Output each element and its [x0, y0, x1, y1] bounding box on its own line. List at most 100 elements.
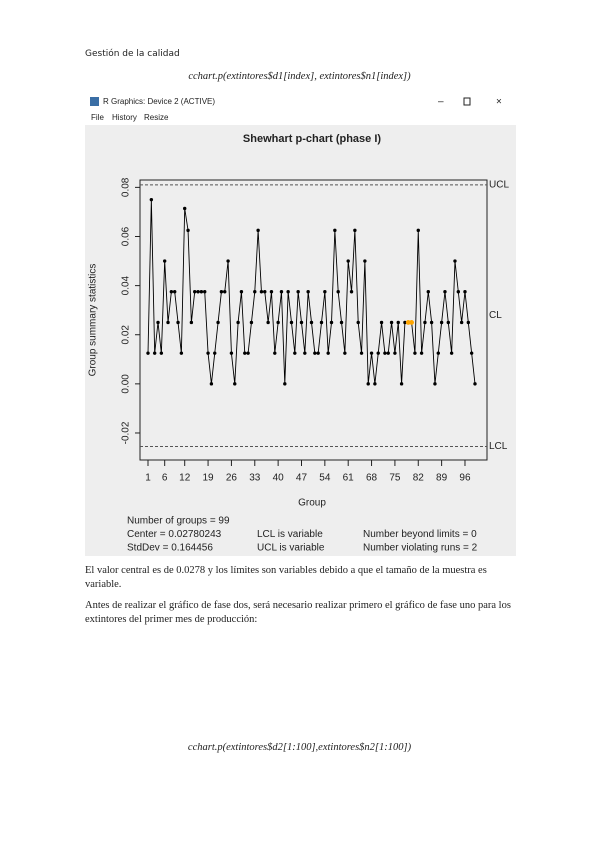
data-point — [343, 351, 347, 355]
data-point — [206, 351, 210, 355]
menu-item[interactable]: File — [91, 113, 104, 122]
data-point — [156, 320, 160, 325]
x-tick-label: 89 — [436, 473, 448, 484]
data-point — [283, 382, 287, 386]
data-point — [299, 320, 304, 325]
x-tick-label: 68 — [366, 473, 378, 484]
data-point — [216, 320, 220, 325]
data-point — [243, 351, 247, 355]
data-point — [273, 351, 277, 355]
data-point — [236, 320, 240, 325]
data-point — [453, 259, 457, 263]
data-point — [436, 351, 440, 355]
data-point — [276, 320, 280, 325]
data-point — [289, 320, 294, 325]
data-point — [329, 320, 334, 325]
stat-text: Center = 0.02780243 — [127, 529, 222, 540]
data-point — [326, 351, 330, 355]
data-point — [253, 290, 257, 294]
x-tick-label: 12 — [179, 473, 191, 484]
data-point — [219, 290, 224, 294]
paragraph: El valor central es de 0.0278 y los lími… — [85, 565, 487, 590]
data-point — [229, 351, 234, 355]
data-point — [162, 259, 167, 263]
data-point — [166, 320, 170, 325]
data-point — [159, 351, 164, 355]
data-point — [346, 259, 350, 263]
data-point — [226, 259, 230, 263]
data-point — [409, 320, 414, 325]
data-point — [439, 320, 444, 325]
stat-text: UCL is variable — [257, 543, 325, 554]
window-title: R Graphics: Device 2 (ACTIVE) — [103, 97, 215, 106]
data-point — [293, 351, 297, 355]
data-point — [152, 351, 157, 355]
data-point — [306, 290, 310, 294]
data-point — [183, 206, 187, 211]
x-tick-label: 19 — [203, 473, 215, 484]
data-point — [449, 351, 454, 355]
x-tick-label: 26 — [226, 473, 238, 484]
data-point — [363, 259, 367, 263]
data-point — [459, 320, 464, 325]
data-point — [246, 351, 250, 355]
chart-title: Shewhart p-chart (phase I) — [243, 133, 381, 145]
data-point — [313, 351, 317, 355]
data-point — [423, 320, 427, 325]
minimize-button[interactable]: – — [438, 97, 444, 108]
data-point — [446, 320, 450, 325]
data-point — [223, 290, 227, 294]
limit-label: LCL — [489, 441, 508, 452]
r-window: R Graphics: Device 2 (ACTIVE) – × File H… — [85, 92, 516, 556]
data-point — [433, 382, 437, 386]
data-point — [353, 228, 357, 233]
y-tick-label: 0.00 — [121, 374, 132, 394]
data-point — [186, 228, 190, 233]
data-point — [309, 320, 314, 325]
menu-item[interactable]: History — [112, 113, 137, 122]
limit-label: CL — [489, 310, 502, 321]
data-point — [339, 320, 344, 325]
data-point — [383, 351, 387, 355]
data-point — [356, 320, 360, 325]
x-axis-label: Group — [298, 498, 326, 509]
plot-background — [85, 125, 516, 556]
stat-text: LCL is variable — [257, 529, 323, 540]
x-tick-label: 54 — [319, 473, 331, 484]
data-point — [319, 320, 324, 325]
stat-text: Number of groups = 99 — [127, 516, 230, 527]
data-point — [193, 290, 197, 294]
close-button[interactable]: × — [496, 97, 502, 108]
x-tick-label: 33 — [249, 473, 261, 484]
data-point — [426, 290, 430, 294]
data-point — [303, 351, 307, 355]
data-point — [336, 290, 340, 294]
maximize-button[interactable] — [463, 97, 471, 106]
x-tick-label: 61 — [343, 473, 355, 484]
data-point — [349, 290, 354, 294]
data-point — [263, 290, 267, 294]
data-point — [173, 290, 177, 294]
data-point — [199, 290, 204, 294]
data-point — [169, 290, 174, 294]
y-tick-label: 0.02 — [121, 325, 132, 345]
data-point — [196, 290, 200, 294]
y-tick-label: 0.06 — [121, 226, 132, 246]
data-point — [323, 290, 327, 294]
data-point — [419, 351, 424, 355]
data-point — [473, 382, 477, 386]
data-point — [376, 351, 380, 355]
data-point — [373, 382, 377, 386]
x-tick-label: 75 — [389, 473, 401, 484]
menu-item[interactable]: Resize — [144, 113, 169, 122]
y-axis-label: Group summary statistics — [88, 264, 99, 377]
data-point — [189, 320, 194, 325]
x-tick-label: 1 — [145, 473, 151, 484]
data-point — [386, 351, 390, 355]
stat-text: Number violating runs = 2 — [363, 543, 478, 554]
x-tick-label: 82 — [413, 473, 425, 484]
data-point — [413, 351, 417, 355]
y-tick-label: 0.04 — [121, 275, 132, 295]
data-point — [369, 351, 374, 355]
